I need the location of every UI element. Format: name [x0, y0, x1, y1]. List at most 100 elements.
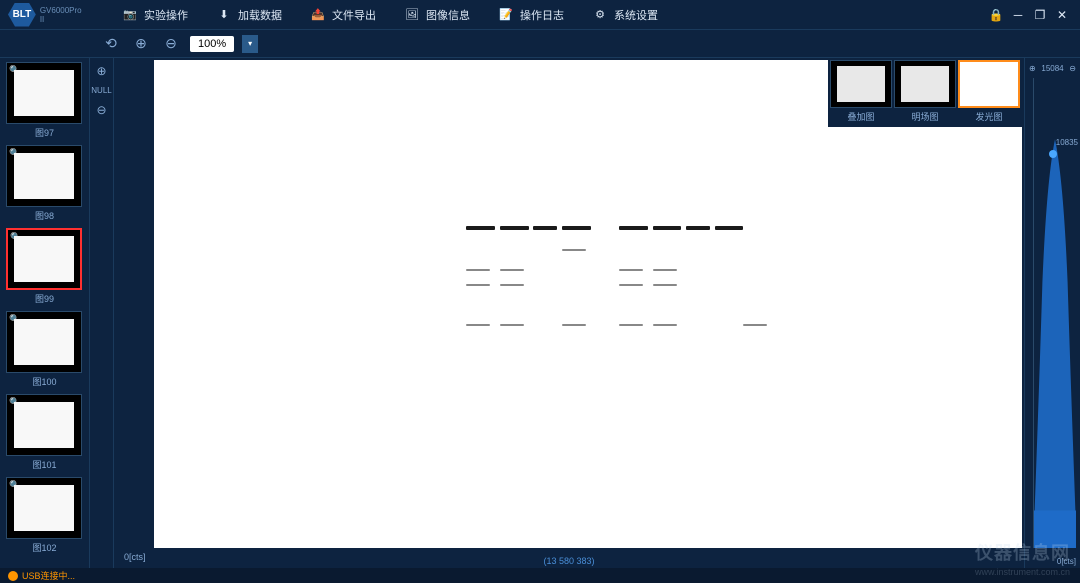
- preview-item[interactable]: 发光图: [958, 60, 1020, 125]
- histo-zoom-out-icon[interactable]: ⊖: [1069, 64, 1076, 73]
- maximize-button[interactable]: ❐: [1030, 5, 1050, 25]
- gel-band: [619, 226, 648, 230]
- gel-band: [686, 226, 710, 230]
- histo-max: 15084: [1041, 64, 1063, 73]
- menu-export[interactable]: 📤文件导出: [296, 0, 390, 30]
- preview-label: 叠加图: [830, 108, 892, 125]
- preview-item[interactable]: 叠加图: [830, 60, 892, 125]
- zoom-in-icon[interactable]: ⊕: [93, 62, 111, 80]
- camera-icon: 📷: [122, 7, 138, 23]
- gel-band: [500, 226, 529, 230]
- histo-zoom-in-icon[interactable]: ⊕: [1029, 64, 1036, 73]
- thumb-image[interactable]: 🔍: [6, 394, 82, 456]
- histo-bottom: 0[cts]: [1057, 557, 1076, 566]
- thumbnail[interactable]: 🔍图101: [6, 394, 83, 473]
- thumb-image[interactable]: 🔍: [6, 228, 82, 290]
- export-icon: 📤: [310, 7, 326, 23]
- zoom-out-icon[interactable]: ⊖: [93, 101, 111, 119]
- window-controls: 🔒 ─ ❐ ✕: [986, 5, 1072, 25]
- gel-band: [466, 324, 490, 326]
- canvas-wrap: 0[cts] (13 580 383): [114, 58, 1024, 568]
- zoom-dropdown[interactable]: ▾: [242, 35, 258, 53]
- menu-label: 系统设置: [614, 7, 658, 23]
- menu-label: 加载数据: [238, 7, 282, 23]
- gel-band: [653, 284, 677, 286]
- menu-settings[interactable]: ⚙ 系统设置: [578, 0, 672, 30]
- thumb-label: 图101: [6, 456, 83, 473]
- gel-band: [562, 324, 586, 326]
- toolbar: ⟲ ⊕ ⊖ 100% ▾: [0, 30, 1080, 58]
- thumbnail[interactable]: 🔍图99: [6, 228, 83, 307]
- gel-band: [619, 324, 643, 326]
- menu-label: 实验操作: [144, 7, 188, 23]
- thumb-label: 图97: [6, 124, 83, 141]
- gel-band: [562, 226, 591, 230]
- log-icon: 📝: [498, 7, 514, 23]
- download-icon: ⬇: [216, 7, 232, 23]
- thumb-image[interactable]: 🔍: [6, 145, 82, 207]
- zoom-out-icon[interactable]: ⊖: [160, 33, 182, 55]
- logo-badge: BLT: [8, 3, 36, 27]
- histo-marker: 10835: [1056, 138, 1078, 147]
- menu-label: 操作日志: [520, 7, 564, 23]
- thumb-image[interactable]: 🔍: [6, 311, 82, 373]
- histogram-body[interactable]: [1033, 78, 1076, 548]
- vertical-toolbar: ⊕ NULL ⊖: [90, 58, 114, 568]
- image-canvas[interactable]: [154, 60, 1022, 548]
- minimize-button[interactable]: ─: [1008, 5, 1028, 25]
- rotate-icon[interactable]: ⟲: [100, 33, 122, 55]
- preview-label: 发光图: [958, 108, 1020, 125]
- menu-log[interactable]: 📝 操作日志: [484, 0, 578, 30]
- thumb-image[interactable]: 🔍: [6, 62, 82, 124]
- preview-image[interactable]: [894, 60, 956, 108]
- histo-slider-handle[interactable]: [1049, 150, 1057, 158]
- gel-band: [653, 269, 677, 271]
- gel-band: [533, 226, 557, 230]
- thumbnail[interactable]: 🔍图97: [6, 62, 83, 141]
- thumbnail[interactable]: 🔍图102: [6, 477, 83, 556]
- y-axis-label: 0[cts]: [124, 552, 146, 562]
- status-icon: [8, 571, 18, 581]
- settings-icon: ⚙: [592, 7, 608, 23]
- gel-band: [466, 226, 495, 230]
- thumb-label: 图102: [6, 539, 83, 556]
- gel-band: [743, 324, 767, 326]
- gel-band: [500, 269, 524, 271]
- preview-item[interactable]: 明场图: [894, 60, 956, 125]
- thumbnail-panel[interactable]: 🔍图97🔍图98🔍图99🔍图100🔍图101🔍图102: [0, 58, 90, 568]
- preview-strip: 叠加图明场图发光图: [828, 58, 1022, 127]
- gel-band: [466, 269, 490, 271]
- top-menu-bar: BLT GV6000Pro II 📷 实验操作 ⬇ 加载数据 📤文件导出🖼图像信息 📝 操作…: [0, 0, 1080, 30]
- preview-image[interactable]: [958, 60, 1020, 108]
- gel-band: [653, 324, 677, 326]
- thumbnail[interactable]: 🔍图98: [6, 145, 83, 224]
- status-bar: USB连接中...: [0, 568, 1080, 583]
- null-label: NULL: [91, 86, 111, 95]
- menu-download[interactable]: ⬇ 加载数据: [202, 0, 296, 30]
- thumb-image[interactable]: 🔍: [6, 477, 82, 539]
- histogram-panel: ⊕ 15084 ⊖ 10835 0[cts]: [1024, 58, 1080, 568]
- zoom-value: 100%: [190, 36, 234, 52]
- menu-label: 图像信息: [426, 7, 470, 23]
- gel-band: [562, 249, 586, 251]
- zoom-in-icon[interactable]: ⊕: [130, 33, 152, 55]
- gel-band: [500, 284, 524, 286]
- menu-image[interactable]: 🖼图像信息: [390, 0, 484, 30]
- thumb-label: 图98: [6, 207, 83, 224]
- main-area: 🔍图97🔍图98🔍图99🔍图100🔍图101🔍图102 ⊕ NULL ⊖ 0[c…: [0, 58, 1080, 568]
- app-logo: BLT GV6000Pro II: [8, 3, 88, 27]
- preview-image[interactable]: [830, 60, 892, 108]
- thumb-label: 图100: [6, 373, 83, 390]
- preview-label: 明场图: [894, 108, 956, 125]
- status-text: USB连接中...: [22, 569, 75, 582]
- gel-band: [619, 284, 643, 286]
- gel-band: [619, 269, 643, 271]
- close-button[interactable]: ✕: [1052, 5, 1072, 25]
- gel-band: [466, 284, 490, 286]
- product-name: GV6000Pro II: [40, 6, 88, 24]
- coords-label: (13 580 383): [543, 556, 594, 566]
- lock-icon[interactable]: 🔒: [986, 5, 1006, 25]
- thumbnail[interactable]: 🔍图100: [6, 311, 83, 390]
- menu-camera[interactable]: 📷 实验操作: [108, 0, 202, 30]
- gel-band: [653, 226, 682, 230]
